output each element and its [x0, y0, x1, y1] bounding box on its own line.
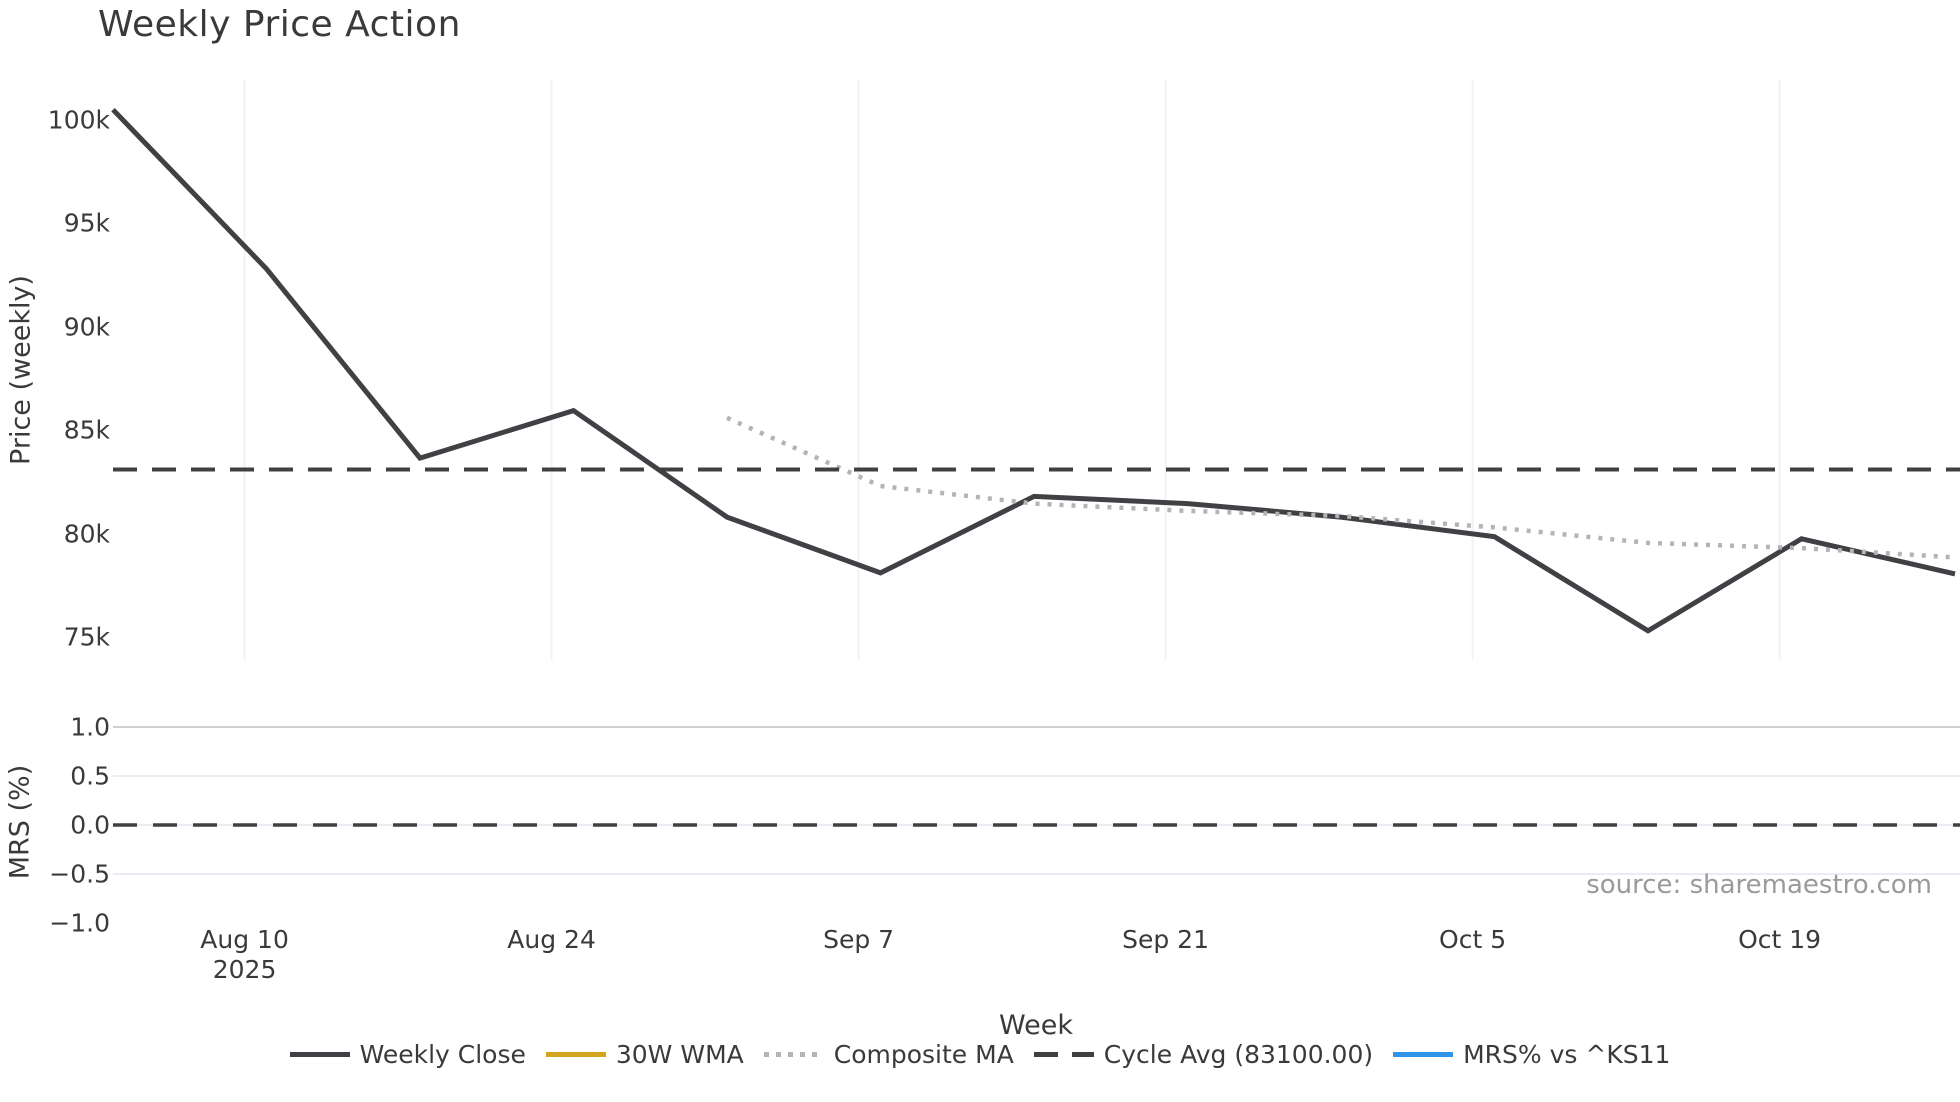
mrs-ytick-label: 0.5: [70, 761, 110, 791]
x-tick-date: Sep 7: [823, 925, 895, 954]
price-ytick-label: 100k: [47, 105, 110, 135]
legend-label: Cycle Avg (83100.00): [1103, 1040, 1374, 1069]
composite-ma-line: [726, 415, 1956, 560]
legend-item: MRS% vs ^KS11: [1393, 1040, 1670, 1069]
x-tick-date: Aug 24: [507, 925, 596, 954]
legend-item: 30W WMA: [545, 1040, 744, 1069]
legend-solid-line-swatch: [289, 1052, 350, 1057]
legend-label: 30W WMA: [615, 1040, 744, 1069]
x-tick-date: Aug 10: [200, 925, 289, 954]
legend-item: Cycle Avg (83100.00): [1033, 1040, 1374, 1069]
x-tick-label: Sep 21: [1122, 925, 1209, 955]
x-tick-label: Aug 10 2025: [200, 925, 289, 985]
mrs-ytick-label: −1.0: [49, 908, 110, 938]
legend-solid-line-swatch: [1393, 1052, 1454, 1057]
price-ytick-label: 85k: [63, 415, 110, 445]
legend-item: Weekly Close: [289, 1040, 526, 1069]
chart-legend: Weekly Close 30W WMA Composite MA Cycle Avg…: [0, 1040, 1960, 1069]
x-tick-date: Sep 21: [1122, 925, 1210, 954]
x-tick-label: Sep 7: [823, 925, 894, 955]
x-tick-year: 2025: [212, 955, 277, 984]
price-ytick-label: 90k: [63, 312, 110, 342]
x-tick-label: Oct 5: [1439, 925, 1506, 955]
source-note: source: sharemaestro.com: [1586, 870, 1932, 900]
x-axis-label: Week: [999, 1010, 1073, 1041]
chart-title: Weekly Price Action: [98, 4, 461, 45]
x-tick-date: Oct 19: [1738, 925, 1822, 954]
legend-label: Composite MA: [833, 1040, 1014, 1069]
mrs-ytick-label: 0.0: [70, 810, 110, 840]
x-tick-label: Aug 24: [507, 925, 596, 955]
x-tick-label: Oct 19: [1738, 925, 1821, 955]
legend-dotted-line-swatch: [763, 1052, 824, 1057]
x-tick-date: Oct 5: [1439, 925, 1507, 954]
mrs-ytick-label: −0.5: [49, 859, 110, 889]
legend-solid-line-swatch: [545, 1052, 606, 1057]
legend-label: MRS% vs ^KS11: [1463, 1040, 1671, 1069]
legend-label: Weekly Close: [359, 1040, 526, 1069]
price-ytick-label: 75k: [63, 622, 110, 652]
price-ytick-label: 95k: [63, 208, 110, 238]
mrs-ytick-label: 1.0: [70, 712, 110, 742]
legend-item: Composite MA: [763, 1040, 1014, 1069]
price-axis-label: Price (weekly): [5, 275, 37, 465]
mrs-axis-label: MRS (%): [4, 764, 36, 880]
price-ytick-label: 80k: [63, 519, 110, 549]
weekly-close-line: [111, 107, 1956, 634]
legend-dashed-line-swatch: [1033, 1052, 1094, 1057]
